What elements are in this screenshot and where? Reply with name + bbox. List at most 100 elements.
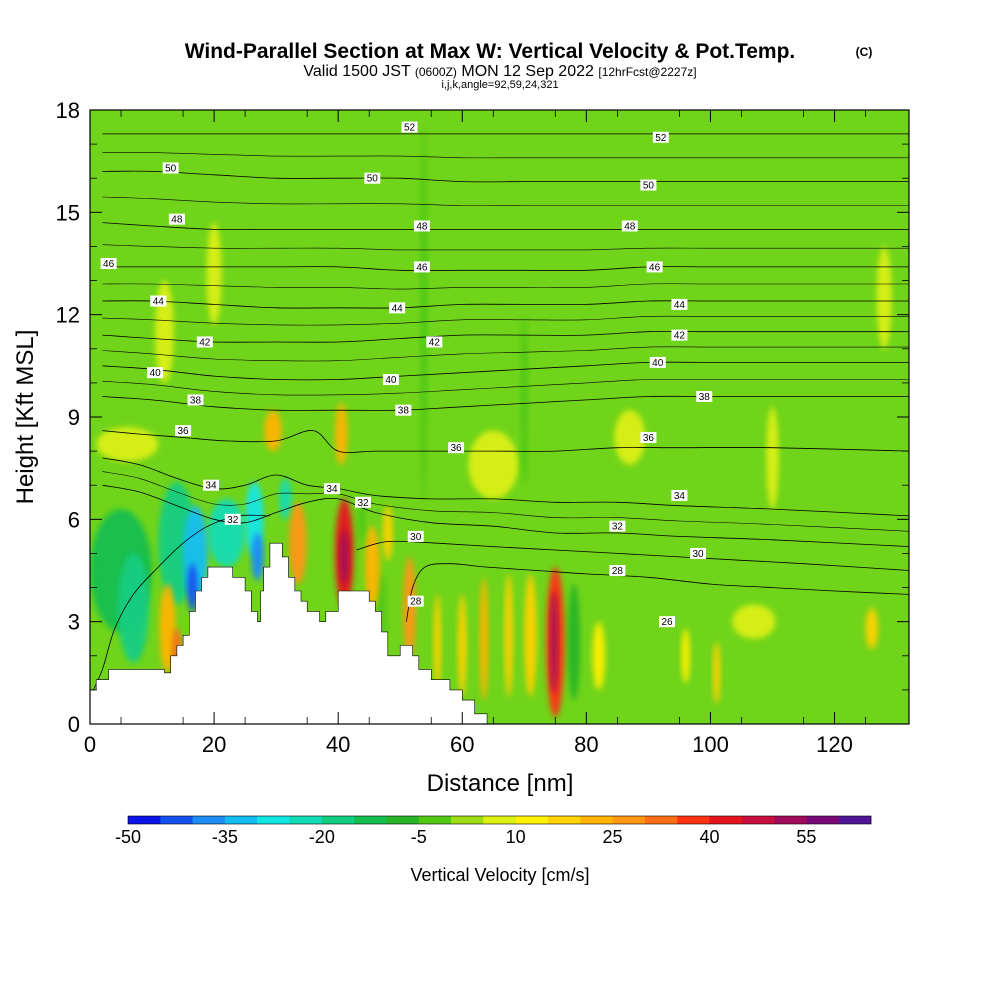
x-tick-label: 0 [84, 732, 96, 757]
colorbar-swatch [644, 816, 678, 824]
contour-label: 38 [699, 392, 711, 403]
contour-label: 34 [326, 484, 338, 495]
contour-label-box [150, 295, 167, 307]
y-tick-label: 18 [56, 98, 80, 123]
contour-label: 36 [451, 443, 463, 454]
valid-utc: (0600Z) [415, 65, 457, 79]
theta-contour-minor [102, 283, 909, 290]
colorbar-frame [127, 815, 872, 825]
contour-label-box [640, 431, 657, 443]
theta-contour-40 [102, 361, 909, 381]
contour-label-box [652, 131, 669, 143]
contour-label-box [426, 336, 443, 348]
contour-label: 44 [392, 303, 404, 314]
contour-label: 48 [171, 215, 183, 226]
velocity-cell [732, 604, 776, 639]
x-tick-label: 120 [816, 732, 853, 757]
colorbar-swatch [806, 816, 839, 824]
velocity-cell [340, 529, 349, 585]
contour-label: 38 [398, 406, 410, 417]
contour-label-box [100, 258, 117, 269]
contour-label-box [609, 520, 626, 532]
velocity-cell [251, 532, 264, 581]
theta-contour-50 [102, 170, 909, 183]
velocity-cell [206, 222, 222, 325]
chart-title: Wind-Parallel Section at Max W: Vertical… [185, 40, 796, 63]
contour-labels: 52 52 50 50 50 48 48 48 46 46 46 44 44 44 42 42 42 40 40 40… [100, 121, 713, 628]
y-axis-label: Height [Kft MSL] [12, 330, 39, 505]
theta-contour-32 [102, 484, 909, 547]
contour-label: 50 [643, 181, 655, 192]
velocity-cell [264, 410, 282, 452]
velocity-cell [865, 608, 878, 649]
contour-label: 32 [612, 522, 624, 533]
velocity-cell [382, 505, 393, 561]
contour-label-box [413, 261, 430, 273]
contour-label-box [355, 496, 371, 508]
colorbar-tick-label: -50 [115, 827, 141, 847]
contour-label: 30 [692, 549, 704, 560]
theta-contour-minor [102, 152, 909, 159]
colorbar: -50 -35 -20 -5 10 25 40 55 [115, 815, 872, 847]
contour-label-box [175, 425, 192, 437]
colorbar-label: Vertical Velocity [cm/s] [410, 865, 589, 885]
velocity-cell [279, 478, 292, 520]
contour-label-box [224, 513, 241, 525]
theta-contour-42 [102, 331, 909, 343]
contour-label-box [671, 489, 688, 501]
contour-label: 34 [674, 491, 686, 502]
contour-label: 50 [165, 163, 177, 174]
valid-time-line: Valid 1500 JST (0600Z) MON 12 Sep 2022 [… [303, 63, 696, 80]
contour-label: 32 [227, 515, 239, 526]
contour-label-box [407, 595, 424, 607]
theta-contour-44 [102, 300, 909, 309]
colorbar-swatch [709, 816, 743, 824]
contour-label: 30 [410, 532, 422, 543]
contour-label: 46 [649, 262, 661, 273]
plot-area: 52 52 50 50 50 48 48 48 46 46 46 44 44 44 42 42 42 40 40 40… [90, 110, 909, 724]
contour-label: 50 [367, 174, 379, 185]
x-tick-label: 80 [574, 732, 598, 757]
velocity-cell [96, 427, 159, 462]
contour-label-box [649, 356, 666, 368]
contour-label: 28 [612, 566, 624, 577]
colorbar-swatch [160, 816, 193, 824]
theta-contour-minor [102, 378, 909, 396]
colorbar-swatch [741, 816, 775, 824]
colorbar-swatch [677, 816, 710, 824]
contour-label-box [609, 565, 626, 576]
y-tick-label: 3 [68, 610, 80, 635]
velocity-cell [457, 594, 467, 697]
contour-label-box [659, 616, 676, 628]
contour-label-box [413, 220, 430, 232]
colorbar-swatch [580, 816, 613, 824]
contour-label-box [401, 121, 418, 133]
colorbar-swatch [838, 816, 872, 824]
contour-label: 44 [153, 297, 165, 308]
velocity-cell [479, 577, 489, 701]
contour-label-box [671, 298, 688, 310]
colorbar-tick-label: 10 [506, 827, 526, 847]
valid-prefix: Valid 1500 JST [303, 63, 411, 80]
colorbar-swatch [354, 816, 387, 824]
contour-label: 28 [410, 597, 422, 608]
theta-contour-minor [102, 346, 909, 362]
y-tick-label: 15 [56, 200, 80, 225]
contour-label: 52 [655, 133, 667, 144]
velocity-cell [614, 410, 646, 465]
colorbar-tick-label: 55 [796, 827, 816, 847]
y-tick-label: 9 [68, 405, 80, 430]
contour-label-box [323, 483, 340, 495]
colorbar-swatch [418, 816, 452, 824]
x-tick-label: 100 [692, 732, 729, 757]
colorbar-swatch [224, 816, 258, 824]
velocity-cell [524, 573, 537, 697]
contour-label: 36 [178, 426, 190, 437]
y-tick-label: 0 [68, 712, 80, 737]
velocity-cell [289, 502, 307, 585]
velocity-cell [520, 314, 529, 486]
velocity-cell [550, 590, 558, 694]
contour-label-box [196, 336, 213, 348]
velocity-cell [592, 621, 605, 690]
